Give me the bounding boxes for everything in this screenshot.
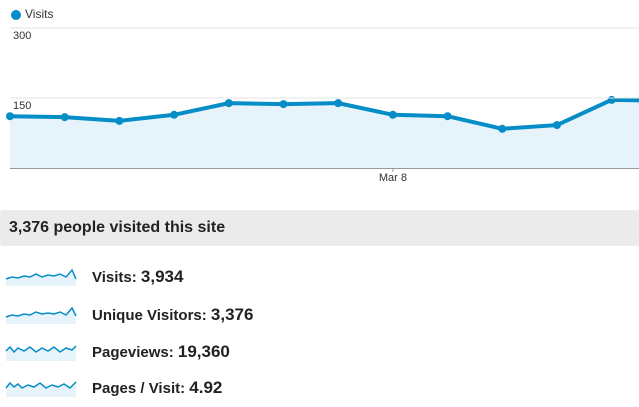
point [553,121,561,130]
metric-name: Pages / Visit: [92,380,186,397]
metric-label: Visits: 3,934 [92,267,183,287]
metric-name: Visits: [92,269,137,286]
metric-label: Unique Visitors: 3,376 [92,305,253,325]
point [279,100,288,109]
metric-value: 3,376 [210,305,254,324]
point [6,112,14,121]
metric-name: Pageviews: [92,344,174,361]
metric-value: 3,934 [140,267,184,286]
point [607,95,616,104]
sparkline [5,345,77,361]
point [60,113,69,122]
metric-row: Visits: 3,934 [0,260,639,290]
summary-title: 3,376 people visited this site [9,219,226,236]
y-tick-label: 150 [13,100,31,112]
point [224,99,233,108]
sparkline [5,268,77,286]
point [170,110,179,119]
metric-label: Pages / Visit: 4.92 [92,378,222,398]
metric-value: 4.92 [189,378,223,397]
chart: Visits 150 300 Mar 8 [6,7,639,184]
metric-row: Pages / Visit: 4.92 [0,371,639,401]
metric-row: Unique Visitors: 3,376 [0,298,639,328]
legend-swatch [11,10,21,20]
metric-row: Pageviews: 19,360 [0,335,639,365]
point [498,124,507,133]
point [388,110,397,119]
summary-header: 3,376 people visited this site [0,210,639,246]
point [443,112,452,121]
metric-label: Pageviews: 19,360 [92,342,230,362]
metric-name: Unique Visitors: [92,307,207,324]
sparkline [5,306,77,324]
legend-label: Visits [25,7,53,21]
x-tick-label: Mar 8 [379,172,407,184]
point [115,116,124,125]
area-fill [10,99,639,168]
sparkline [5,381,77,397]
point [334,99,343,108]
metric-value: 19,360 [177,342,230,361]
y-tick-label: 300 [13,30,31,42]
